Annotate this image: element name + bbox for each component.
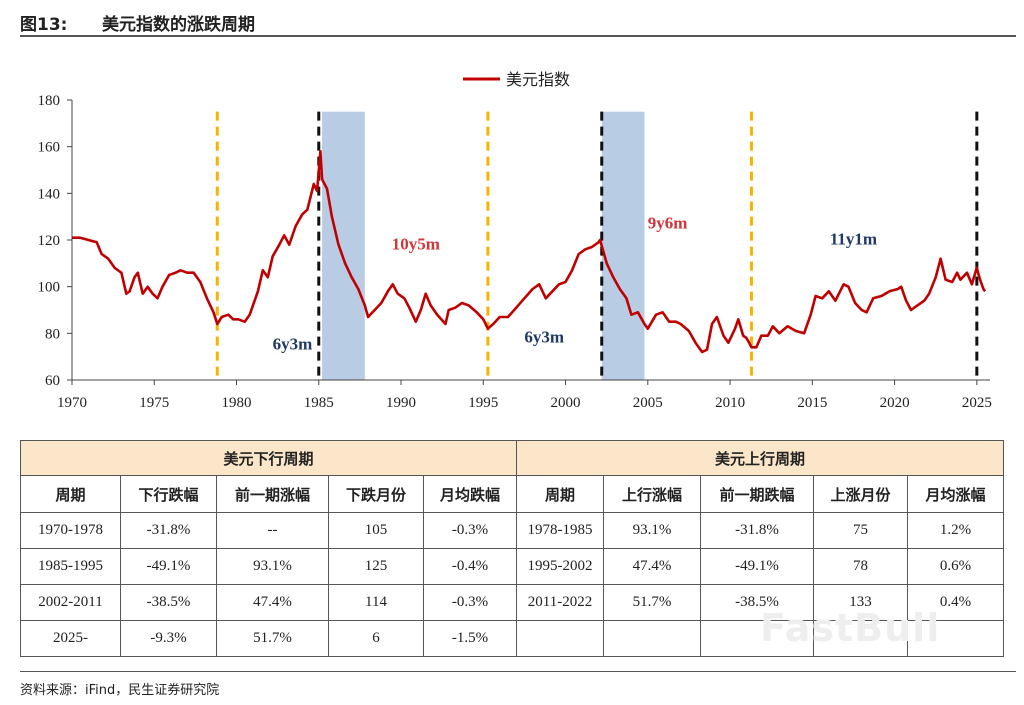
table-cell: -0.4% xyxy=(423,548,517,585)
y-tick-label: 80 xyxy=(45,326,60,342)
table-cell: 114 xyxy=(328,584,424,621)
table-cell xyxy=(603,620,701,657)
legend-label: 美元指数 xyxy=(506,70,570,89)
period-annotation: 6y3m xyxy=(273,335,313,354)
y-tick-label: 100 xyxy=(38,280,61,296)
table-cell xyxy=(813,620,908,657)
table-cell: -0.3% xyxy=(423,512,517,549)
x-tick-label: 1995 xyxy=(468,395,498,411)
cycle-table: 美元下行周期 美元上行周期 周期 下行跌幅 前一期涨幅 下跌月份 月均跌幅 周期 上行涨幅前… xyxy=(20,440,1004,657)
table-cell: 1970-1978 xyxy=(20,512,121,549)
x-tick-label: 2025 xyxy=(962,395,992,411)
x-tick-label: 1980 xyxy=(222,395,252,411)
figure-number: 图13: xyxy=(20,15,68,35)
table-cell: 1995-2002 xyxy=(516,548,604,585)
x-tick-label: 2020 xyxy=(880,395,910,411)
x-tick-label: 2005 xyxy=(633,395,663,411)
table-cell: -38.5% xyxy=(120,584,217,621)
table-cell: 1985-1995 xyxy=(20,548,121,585)
y-tick-label: 180 xyxy=(38,93,61,109)
table-cell: 6 xyxy=(328,620,424,657)
figure-title-text: 美元指数的涨跌周期 xyxy=(102,15,255,35)
table-cell: 75 xyxy=(813,512,908,549)
column-header: 前一期跌幅 xyxy=(700,475,814,513)
table-cell: 2025- xyxy=(20,620,121,657)
table-cell: 2002-2011 xyxy=(20,584,121,621)
column-header: 月均涨幅 xyxy=(907,475,1004,513)
table-cell: -49.1% xyxy=(120,548,217,585)
column-header: 月均跌幅 xyxy=(423,475,517,513)
table-row: 1970-1978 -31.8% -- 105 -0.3% 1978-1985 93.1% -… xyxy=(20,512,1004,549)
title-rule xyxy=(20,35,1016,37)
table-cell: -- xyxy=(216,512,329,549)
table-cell: 93.1% xyxy=(603,512,701,549)
table-cell: 105 xyxy=(328,512,424,549)
table-cell: -31.8% xyxy=(700,512,814,549)
column-header: 上涨月份 xyxy=(813,475,908,513)
table-cell: 1.2% xyxy=(907,512,1004,549)
table-cell xyxy=(516,620,604,657)
y-tick-label: 60 xyxy=(45,373,60,389)
table-cell: 47.4% xyxy=(603,548,701,585)
footer-rule xyxy=(20,671,1016,672)
x-tick-label: 1975 xyxy=(139,395,169,411)
period-annotation: 10y5m xyxy=(392,234,440,253)
table-cell: 51.7% xyxy=(603,584,701,621)
table-cell xyxy=(700,620,814,657)
column-header: 前一期涨幅 xyxy=(216,475,329,513)
source-note: 资料来源：iFind，民生证券研究院 xyxy=(20,683,220,698)
y-tick-label: 160 xyxy=(38,140,61,156)
column-header: 下行跌幅 xyxy=(120,475,217,513)
table-row: 2025- -9.3% 51.7% 6 -1.5% xyxy=(20,620,1004,657)
table-cell: -0.3% xyxy=(423,584,517,621)
table-cell: -9.3% xyxy=(120,620,217,657)
column-header: 周期 xyxy=(20,475,121,513)
table-cell: 0.6% xyxy=(907,548,1004,585)
series-line xyxy=(72,150,987,354)
group-header-down: 美元下行周期 xyxy=(20,440,517,476)
y-tick-label: 120 xyxy=(38,233,61,249)
table-cell: -38.5% xyxy=(700,584,814,621)
table-cell: 51.7% xyxy=(216,620,329,657)
shaded-period xyxy=(601,111,645,381)
table-cell: 2011-2022 xyxy=(516,584,604,621)
table-cell: 1978-1985 xyxy=(516,512,604,549)
table-cell: -49.1% xyxy=(700,548,814,585)
x-tick-label: 2015 xyxy=(797,395,827,411)
table-row: 2002-2011 -38.5% 47.4% 114 -0.3% 2011-2022 51.… xyxy=(20,584,1004,621)
x-tick-label: 2000 xyxy=(551,395,581,411)
table-cell: -31.8% xyxy=(120,512,217,549)
x-tick-label: 1990 xyxy=(386,395,416,411)
line-chart: 60 80 100 120 140 160 180 1970 1975 1980 1985 1990 1… xyxy=(38,70,992,411)
y-tick-label: 140 xyxy=(38,186,61,202)
table-cell: -1.5% xyxy=(423,620,517,657)
x-tick-label: 1985 xyxy=(304,395,334,411)
period-annotation: 9y6m xyxy=(648,213,688,232)
column-header: 下跌月份 xyxy=(328,475,424,513)
table-row: 1985-1995 -49.1% 93.1% 125 -0.4% 1995-2002 47.… xyxy=(20,548,1004,585)
column-header: 周期 xyxy=(516,475,604,513)
table-cell xyxy=(907,620,1004,657)
period-annotation: 6y3m xyxy=(524,328,564,347)
table-cell: 47.4% xyxy=(216,584,329,621)
x-tick-label: 1970 xyxy=(57,395,87,411)
table-cell: 125 xyxy=(328,548,424,585)
x-tick-label: 2010 xyxy=(715,395,745,411)
table-cell: 93.1% xyxy=(216,548,329,585)
column-header: 上行涨幅 xyxy=(603,475,701,513)
watermark: FastBull xyxy=(760,606,941,650)
group-header-up: 美元上行周期 xyxy=(516,440,1004,476)
shaded-period xyxy=(322,111,365,381)
table-cell: 78 xyxy=(813,548,908,585)
figure-title: 图13: 美元指数的涨跌周期 xyxy=(20,10,255,35)
period-annotation: 11y1m xyxy=(830,230,877,249)
